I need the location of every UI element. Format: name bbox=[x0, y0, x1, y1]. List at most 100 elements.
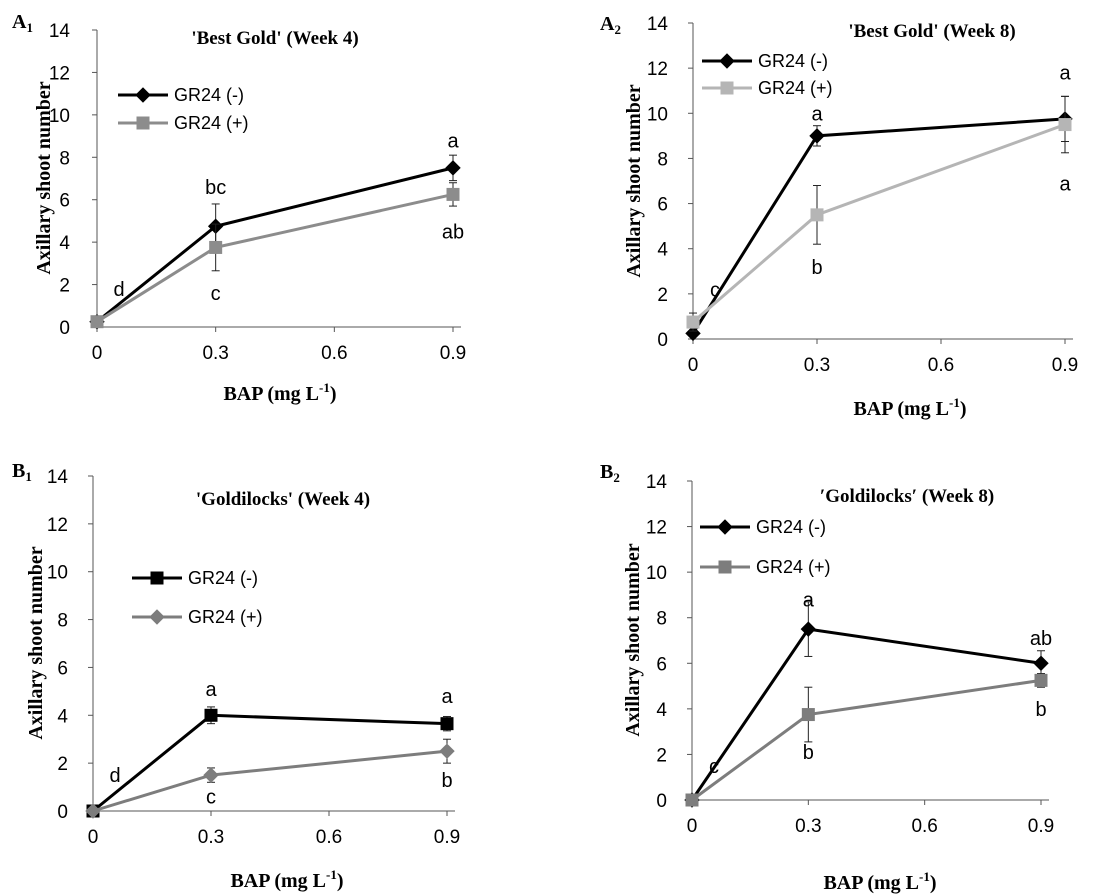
x-tick-label: 0.3 bbox=[202, 343, 228, 364]
series-line bbox=[692, 123, 1066, 324]
series-1 bbox=[89, 154, 461, 330]
y-tick-label: 12 bbox=[647, 59, 668, 80]
data-point bbox=[439, 743, 455, 759]
y-tick-label: 4 bbox=[59, 233, 70, 254]
panel-4: B2 ′Goldilocks′ (Week 8) Axillary shoot nu… bbox=[600, 461, 1054, 894]
x-tick-label: 0.9 bbox=[440, 343, 466, 364]
x-axis-label-sup: -1 bbox=[949, 395, 960, 410]
legend-entry: GR24 (-) bbox=[702, 51, 828, 71]
legend-entry: GR24 (-) bbox=[118, 85, 244, 105]
panel-sub: 2 bbox=[613, 470, 620, 485]
y-axis-label: Axillary shoot number bbox=[623, 84, 645, 277]
y-axis-label: Axillary shoot number bbox=[622, 543, 644, 736]
y-tick-label: 4 bbox=[656, 700, 667, 721]
significance-letter: a bbox=[447, 130, 459, 152]
data-point bbox=[203, 767, 219, 783]
data-point bbox=[1034, 673, 1048, 687]
y-tick-label: 8 bbox=[59, 148, 70, 169]
x-tick-label: 0.3 bbox=[804, 355, 830, 376]
y-tick-label: 2 bbox=[57, 754, 68, 775]
significance-letter: b bbox=[1035, 699, 1046, 721]
legend-label: GR24 (-) bbox=[174, 85, 244, 105]
chart-title: ′Goldilocks′ (Week 8) bbox=[820, 486, 994, 507]
significance-letter: c bbox=[710, 279, 720, 301]
x-axis-label: BAP (mg L-1) bbox=[223, 380, 336, 405]
x-axis-label: BAP (mg L-1) bbox=[823, 869, 936, 894]
panel-sub: 1 bbox=[25, 469, 32, 484]
legend-marker bbox=[720, 81, 734, 95]
x-axis-label-main: BAP (mg L bbox=[823, 872, 919, 894]
significance-letter: a bbox=[1059, 63, 1071, 85]
y-tick-label: 4 bbox=[657, 240, 668, 261]
x-tick-label: 0 bbox=[687, 816, 698, 837]
series-line bbox=[691, 117, 1066, 335]
series-2 bbox=[685, 673, 1048, 807]
significance-letter: bc bbox=[205, 177, 226, 199]
y-tick-label: 6 bbox=[59, 191, 70, 212]
y-tick-label: 14 bbox=[49, 21, 71, 42]
significance-letter: b bbox=[803, 742, 814, 764]
y-tick-label: 0 bbox=[57, 802, 68, 823]
series-2 bbox=[85, 738, 455, 819]
y-tick-label: 12 bbox=[47, 515, 68, 536]
data-point bbox=[440, 717, 454, 731]
y-tick-label: 10 bbox=[49, 106, 70, 127]
significance-letter: c bbox=[206, 787, 216, 809]
panel-label: A2 bbox=[600, 13, 621, 37]
significance-letter: c bbox=[709, 756, 719, 778]
x-axis-label-end: ) bbox=[330, 383, 337, 405]
y-axis-label: Axillary shoot number bbox=[33, 81, 55, 274]
series-line bbox=[96, 192, 454, 323]
data-point bbox=[209, 240, 223, 254]
y-tick-label: 0 bbox=[657, 330, 668, 351]
x-tick-label: 0.9 bbox=[434, 827, 460, 848]
panel-sub: 1 bbox=[26, 20, 33, 35]
data-point bbox=[1058, 118, 1072, 132]
significance-letter: a bbox=[441, 686, 453, 708]
legend-label: GR24 (-) bbox=[758, 51, 828, 71]
panel-letter: B bbox=[600, 461, 613, 483]
y-tick-label: 8 bbox=[657, 149, 668, 170]
panel-2: A2 'Best Gold' (Week 8) Axillary shoot num… bbox=[600, 13, 1078, 420]
legend-entry: GR24 (-) bbox=[700, 517, 826, 537]
chart-title: 'Best Gold' (Week 8) bbox=[848, 21, 1015, 42]
x-tick-label: 0.3 bbox=[795, 816, 821, 837]
legend-label: GR24 (-) bbox=[756, 517, 826, 537]
y-tick-label: 12 bbox=[646, 518, 667, 539]
significance-letter: a bbox=[811, 103, 823, 125]
legend-entry: GR24 (+) bbox=[118, 113, 249, 133]
significance-letter: ab bbox=[1030, 628, 1052, 650]
legend-entry: GR24 (-) bbox=[132, 568, 258, 588]
series-line bbox=[690, 627, 1042, 801]
y-tick-label: 0 bbox=[59, 318, 70, 339]
x-tick-label: 0.6 bbox=[928, 355, 954, 376]
legend-marker bbox=[150, 571, 164, 585]
panel-label: B1 bbox=[12, 460, 32, 484]
x-axis-label-sup: -1 bbox=[319, 380, 330, 395]
data-point bbox=[800, 621, 817, 637]
panel-label: B2 bbox=[600, 461, 620, 485]
x-tick-label: 0.6 bbox=[911, 816, 937, 837]
significance-letter: a bbox=[803, 589, 815, 611]
y-tick-label: 8 bbox=[57, 611, 68, 632]
series-line bbox=[691, 678, 1042, 802]
panel-label: A1 bbox=[12, 11, 33, 35]
x-tick-label: 0.6 bbox=[321, 343, 347, 364]
series-1 bbox=[684, 601, 1049, 808]
y-tick-label: 6 bbox=[656, 654, 667, 675]
x-axis-label: BAP (mg L-1) bbox=[230, 867, 343, 892]
y-tick-label: 10 bbox=[646, 563, 667, 584]
significance-letter: b bbox=[811, 257, 822, 279]
x-axis-label-end: ) bbox=[930, 872, 937, 894]
legend-label: GR24 (+) bbox=[188, 607, 263, 627]
x-axis-label-sup: -1 bbox=[919, 869, 930, 884]
series-line bbox=[92, 713, 448, 813]
x-axis-label-main: BAP (mg L bbox=[230, 870, 326, 892]
x-tick-label: 0.9 bbox=[1028, 816, 1054, 837]
y-tick-label: 6 bbox=[57, 658, 68, 679]
x-axis-label-end: ) bbox=[337, 870, 344, 892]
legend-label: GR24 (+) bbox=[756, 557, 831, 577]
data-point bbox=[801, 708, 815, 722]
significance-letter: a bbox=[1059, 173, 1071, 195]
x-axis-label-main: BAP (mg L bbox=[853, 398, 949, 420]
